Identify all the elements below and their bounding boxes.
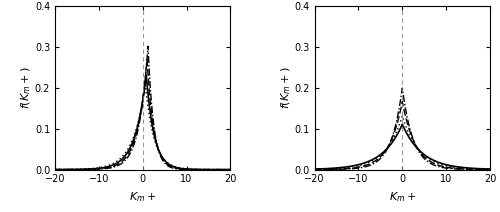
Y-axis label: $f(K_m+)$: $f(K_m+)$ (20, 67, 34, 109)
X-axis label: $K_m +$: $K_m +$ (388, 190, 416, 204)
Y-axis label: $f(K_m+)$: $f(K_m+)$ (280, 67, 293, 109)
X-axis label: $K_m +$: $K_m +$ (129, 190, 156, 204)
